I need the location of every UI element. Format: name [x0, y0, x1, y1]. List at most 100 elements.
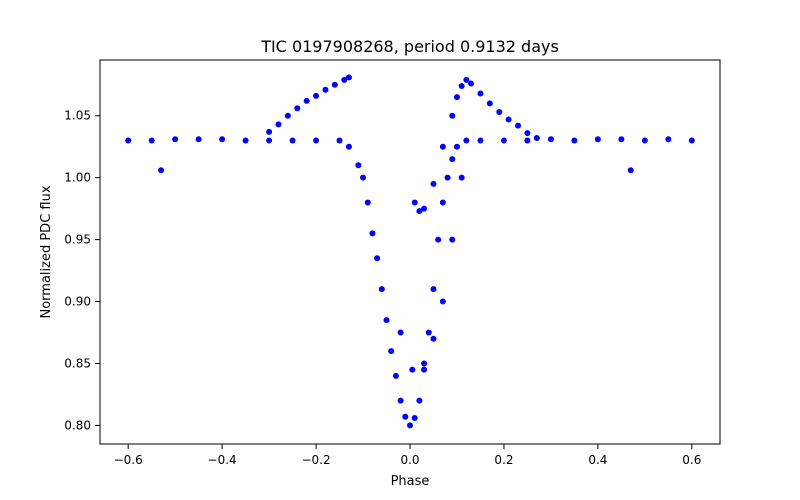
data-point: [172, 136, 179, 143]
y-tick-label: 0.85: [64, 356, 91, 370]
data-point: [341, 76, 348, 83]
data-point: [345, 143, 352, 150]
data-point: [421, 205, 428, 212]
data-point: [515, 122, 522, 129]
data-point: [266, 128, 273, 135]
data-point: [289, 137, 296, 144]
data-point: [397, 329, 404, 336]
data-point: [402, 413, 409, 420]
data-point: [688, 137, 695, 144]
data-point: [416, 397, 423, 404]
data-point: [524, 137, 531, 144]
data-point: [453, 143, 460, 150]
data-point: [125, 137, 132, 144]
data-point: [266, 137, 273, 144]
data-point: [627, 167, 634, 174]
data-point: [425, 329, 432, 336]
data-point: [430, 286, 437, 293]
data-point: [496, 109, 503, 116]
data-point: [547, 136, 554, 143]
x-tick-label: −0.4: [208, 453, 237, 467]
data-point: [421, 360, 428, 367]
data-point: [439, 143, 446, 150]
data-point: [435, 236, 442, 243]
data-point: [392, 372, 399, 379]
data-point: [397, 397, 404, 404]
data-point: [411, 414, 418, 421]
data-point: [148, 137, 155, 144]
data-point: [444, 174, 451, 181]
data-point: [364, 199, 371, 206]
y-tick-label: 1.05: [64, 109, 91, 123]
data-point: [407, 422, 413, 429]
data-point: [463, 137, 470, 144]
data-point: [411, 199, 418, 206]
data-point: [463, 76, 470, 83]
data-point: [303, 97, 310, 104]
data-point: [533, 135, 540, 142]
data-point: [421, 366, 428, 373]
x-tick-label: −0.2: [301, 453, 330, 467]
data-point: [468, 80, 475, 87]
data-point: [355, 162, 362, 169]
y-tick-label: 1.00: [64, 171, 91, 185]
data-point: [345, 74, 352, 81]
data-point: [416, 208, 423, 215]
data-point: [195, 136, 202, 143]
x-tick-label: −0.6: [114, 453, 143, 467]
data-point: [571, 137, 578, 144]
data-point: [360, 174, 367, 181]
data-point: [336, 137, 343, 144]
x-tick-label: 0.2: [494, 453, 513, 467]
data-point: [458, 83, 465, 90]
y-tick-label: 0.80: [64, 418, 91, 432]
data-point: [313, 137, 320, 144]
y-tick-label: 0.95: [64, 233, 91, 247]
data-point: [618, 136, 625, 143]
data-point: [284, 112, 291, 119]
data-point: [665, 136, 672, 143]
plot-area-frame: [99, 59, 721, 445]
data-point: [453, 94, 460, 101]
data-point: [374, 255, 381, 262]
data-point: [378, 286, 385, 293]
data-point: [449, 112, 456, 119]
x-axis-label: Phase: [391, 474, 430, 489]
data-point: [477, 137, 484, 144]
data-point: [486, 100, 493, 107]
data-points: [125, 74, 695, 429]
data-point: [439, 298, 446, 305]
data-point: [313, 92, 320, 99]
data-point: [477, 90, 484, 97]
data-point: [369, 230, 376, 237]
data-point: [242, 137, 249, 144]
data-point: [383, 317, 390, 324]
data-point: [449, 156, 456, 163]
data-point: [594, 136, 601, 143]
data-point: [458, 174, 465, 181]
data-point: [430, 180, 437, 187]
y-tick-label: 0.90: [64, 295, 91, 309]
data-point: [294, 105, 301, 112]
data-point: [322, 86, 329, 93]
data-point: [219, 136, 226, 143]
data-point: [524, 130, 531, 137]
data-point: [439, 199, 446, 206]
data-point: [505, 116, 512, 123]
data-point: [388, 348, 395, 355]
data-point: [449, 236, 456, 243]
x-axis: −0.6 −0.4 −0.2 0.0 0.2 0.4 0.6: [114, 444, 701, 467]
data-point: [430, 335, 437, 342]
data-point: [158, 167, 165, 174]
x-tick-label: 0.6: [682, 453, 701, 467]
data-point: [331, 81, 338, 88]
x-tick-label: 0.4: [588, 453, 607, 467]
x-tick-label: 0.0: [400, 453, 419, 467]
chart-title: TIC 0197908268, period 0.9132 days: [260, 37, 559, 56]
y-axis-label: Normalized PDC flux: [39, 185, 54, 318]
data-point: [275, 121, 282, 128]
data-point: [409, 366, 416, 373]
data-point: [500, 137, 507, 144]
data-point: [641, 137, 648, 144]
